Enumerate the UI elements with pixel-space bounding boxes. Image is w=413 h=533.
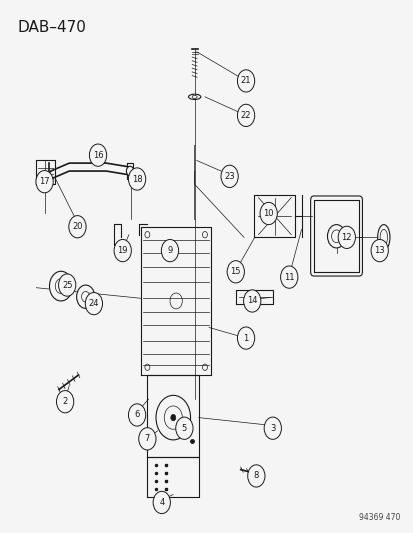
Text: 10: 10 [263,209,273,218]
Text: 25: 25 [62,280,72,289]
Text: 8: 8 [253,471,259,480]
Circle shape [243,290,260,312]
Circle shape [176,417,192,439]
Circle shape [36,171,53,193]
Text: 9: 9 [167,246,172,255]
Circle shape [58,274,76,296]
Circle shape [280,266,297,288]
Circle shape [247,465,264,487]
Circle shape [259,203,277,224]
Text: 18: 18 [131,174,142,183]
Text: 13: 13 [373,246,384,255]
Text: 1: 1 [243,334,248,343]
Text: 22: 22 [240,111,251,120]
Text: 4: 4 [159,498,164,507]
Circle shape [128,404,145,426]
Circle shape [171,415,176,421]
Text: 5: 5 [181,424,187,433]
Text: 94369 470: 94369 470 [358,513,399,522]
Text: 14: 14 [247,296,257,305]
Circle shape [69,216,86,238]
Circle shape [337,226,355,248]
Text: 16: 16 [93,151,103,160]
Text: 20: 20 [72,222,83,231]
Circle shape [227,261,244,283]
Text: 21: 21 [240,76,251,85]
Text: 12: 12 [341,233,351,242]
Circle shape [237,70,254,92]
Circle shape [221,165,237,188]
Circle shape [76,285,95,309]
Circle shape [237,104,254,126]
Circle shape [89,144,107,166]
Text: DAB–470: DAB–470 [18,20,86,35]
Circle shape [126,166,133,176]
Ellipse shape [188,94,200,100]
Ellipse shape [377,224,389,250]
Text: 19: 19 [117,246,128,255]
Circle shape [370,239,387,262]
Circle shape [56,391,74,413]
Circle shape [50,271,72,301]
Text: 15: 15 [230,268,240,276]
Text: 3: 3 [269,424,275,433]
Circle shape [138,427,156,450]
Circle shape [128,168,145,190]
Circle shape [153,491,170,514]
Text: 23: 23 [224,172,234,181]
Text: 6: 6 [134,410,140,419]
Text: 24: 24 [88,299,99,308]
Text: 7: 7 [144,434,150,443]
Circle shape [237,327,254,349]
Text: 17: 17 [39,177,50,186]
Circle shape [114,239,131,262]
Circle shape [85,293,102,315]
Text: 2: 2 [62,397,68,406]
Circle shape [161,239,178,262]
Circle shape [263,417,281,439]
Text: 11: 11 [283,272,294,281]
